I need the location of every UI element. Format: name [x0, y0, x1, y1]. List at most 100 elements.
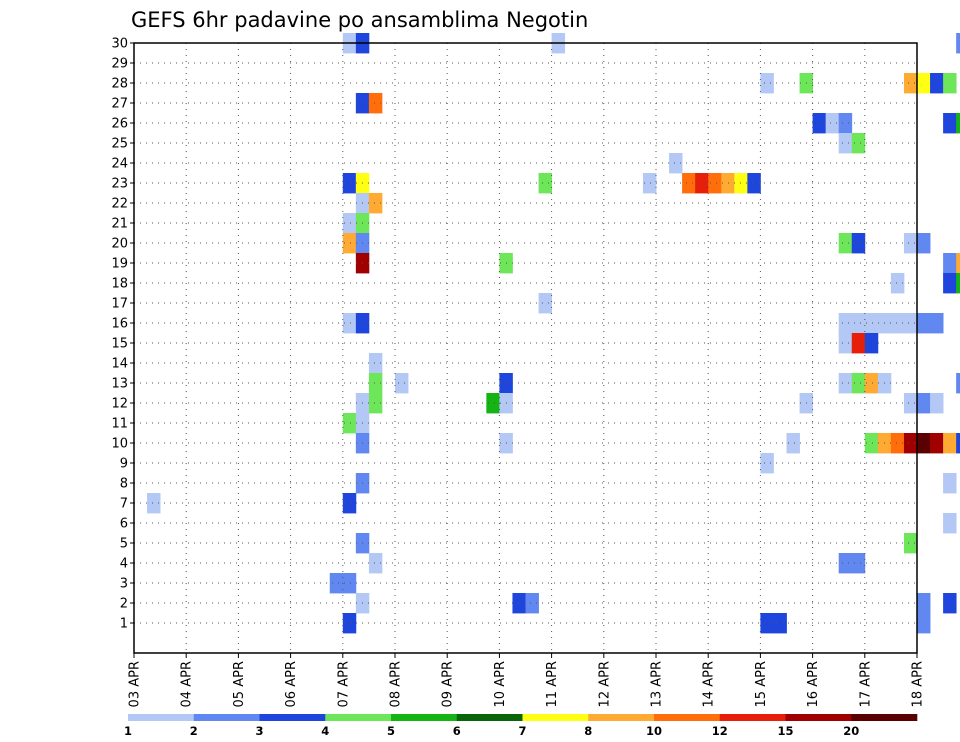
cell-member-7-07-apr-0: [342, 493, 357, 514]
y-tick-label: 19: [111, 257, 128, 272]
legend-label: 8: [584, 724, 592, 738]
cell-member-26-16-apr-2: [838, 113, 853, 134]
y-tick-label: 22: [111, 197, 128, 212]
legend-swatch: [128, 714, 195, 721]
cell-member-16-16-apr-2: [838, 313, 853, 334]
legend-label: 10: [646, 724, 662, 738]
cell-member-25-16-apr-3: [851, 133, 866, 154]
cell-member-28-18-apr-1: [930, 73, 944, 94]
cell-member-23-12-apr-3: [642, 173, 657, 194]
legend-label: 2: [190, 724, 198, 738]
y-tick-label: 18: [111, 277, 128, 292]
y-tick-label: 28: [111, 77, 128, 92]
cell-member-16-18-apr-1: [930, 313, 944, 334]
cell-member-13-18-apr-3: [956, 373, 960, 394]
x-tick-label: 15 APR: [754, 661, 769, 707]
y-tick-label: 3: [120, 577, 128, 592]
legend-label: 1: [124, 724, 132, 738]
cell-member-10-18-apr-1: [930, 433, 944, 454]
cell-member-3-06-apr-3: [329, 573, 344, 594]
x-tick-label: 07 APR: [336, 661, 351, 707]
cell-member-28-18-apr-0: [917, 73, 931, 94]
legend-label: 4: [321, 724, 329, 738]
chart-title: GEFS 6hr padavine po ansamblima Negotin: [131, 8, 588, 32]
y-tick-label: 4: [120, 557, 128, 572]
legend-swatch: [456, 714, 523, 721]
y-tick-label: 13: [111, 377, 128, 392]
cell-member-20-16-apr-3: [851, 233, 866, 254]
cell-member-11-07-apr-0: [342, 413, 357, 434]
cell-member-13-07-apr-2: [368, 373, 383, 394]
heatmap-cells: [147, 33, 960, 634]
y-tick-label: 17: [111, 297, 128, 312]
legend-swatch: [719, 714, 786, 721]
plot-frame: [133, 42, 918, 654]
legend-swatch: [259, 714, 326, 721]
x-tick-label: 06 APR: [284, 661, 299, 707]
legend-swatch: [193, 714, 260, 721]
y-tick-label: 6: [120, 517, 128, 532]
cell-member-4-16-apr-3: [851, 553, 866, 574]
cell-member-10-18-apr-0: [917, 433, 931, 454]
cell-member-12-07-apr-2: [368, 393, 383, 414]
x-tick-label: 13 APR: [650, 661, 665, 707]
cell-member-20-16-apr-2: [838, 233, 853, 254]
cell-member-26-16-apr-1: [825, 113, 840, 134]
cell-member-8-18-apr-2: [943, 473, 957, 494]
cell-member-10-15-apr-2: [786, 433, 800, 454]
cell-member-1-15-apr-0: [760, 613, 774, 634]
x-tick-label: 17 APR: [858, 661, 873, 707]
cell-member-2-18-apr-2: [943, 593, 957, 614]
y-tick-label: 1: [120, 617, 128, 632]
cell-member-2-18-apr-0: [917, 593, 931, 614]
x-tick-label: 12 APR: [597, 661, 612, 707]
cell-member-23-10-apr-3: [538, 173, 552, 194]
legend-label: 15: [777, 724, 793, 738]
x-axis-ticks: 03 APR 04 APR 05 APR 06 APR 07 APR 08 APR 09 A…: [128, 653, 926, 707]
legend-swatch: [785, 714, 852, 721]
legend-swatch: [391, 714, 458, 721]
y-tick-label: 12: [111, 397, 128, 412]
y-tick-label: 20: [111, 237, 128, 252]
cell-member-4-07-apr-2: [368, 553, 383, 574]
cell-member-5-17-apr-3: [903, 533, 918, 554]
cell-member-23-14-apr-0: [708, 173, 722, 194]
cell-member-7-03-apr-1: [147, 493, 161, 514]
cell-member-18-18-apr-3: [956, 273, 960, 294]
x-tick-label: 03 APR: [128, 661, 143, 707]
x-tick-label: 16 APR: [806, 661, 821, 707]
cell-member-16-16-apr-3: [851, 313, 866, 334]
cell-member-10-17-apr-2: [890, 433, 905, 454]
cell-member-1-18-apr-0: [917, 613, 931, 634]
x-tick-label: 08 APR: [389, 661, 404, 707]
cell-member-16-17-apr-0: [864, 313, 879, 334]
x-tick-label: 11 APR: [545, 661, 560, 707]
grid-lines: [134, 42, 918, 653]
x-tick-label: 09 APR: [441, 661, 456, 707]
x-tick-label: 05 APR: [232, 661, 247, 707]
cell-member-23-14-apr-3: [747, 173, 761, 194]
legend-swatch: [654, 714, 721, 721]
y-tick-label: 21: [111, 217, 128, 232]
cell-member-28-18-apr-2: [943, 73, 957, 94]
y-tick-label: 29: [111, 57, 128, 72]
cell-member-26-18-apr-2: [943, 113, 957, 134]
color-legend: 1 2 3 4 5 6 7 8 10 12 15 20: [124, 714, 918, 738]
cell-member-19-18-apr-2: [943, 253, 957, 274]
cell-member-17-10-apr-3: [538, 293, 552, 314]
x-tick-label: 04 APR: [180, 661, 195, 707]
cell-member-13-17-apr-0: [864, 373, 879, 394]
y-tick-label: 16: [111, 317, 128, 332]
y-axis-ticks: 1234567891011121314151617181920212223242…: [111, 37, 134, 632]
cell-member-26-18-apr-3: [956, 113, 960, 134]
legend-label: 20: [843, 724, 859, 738]
cell-member-10-17-apr-0: [864, 433, 879, 454]
x-tick-label: 10 APR: [493, 661, 508, 707]
cell-member-3-07-apr-0: [342, 573, 357, 594]
cell-member-1-07-apr-0: [342, 613, 357, 634]
cell-member-20-07-apr-0: [342, 233, 357, 254]
cell-member-28-15-apr-0: [760, 73, 774, 94]
cell-member-20-18-apr-0: [917, 233, 931, 254]
cell-member-12-18-apr-0: [917, 393, 931, 414]
